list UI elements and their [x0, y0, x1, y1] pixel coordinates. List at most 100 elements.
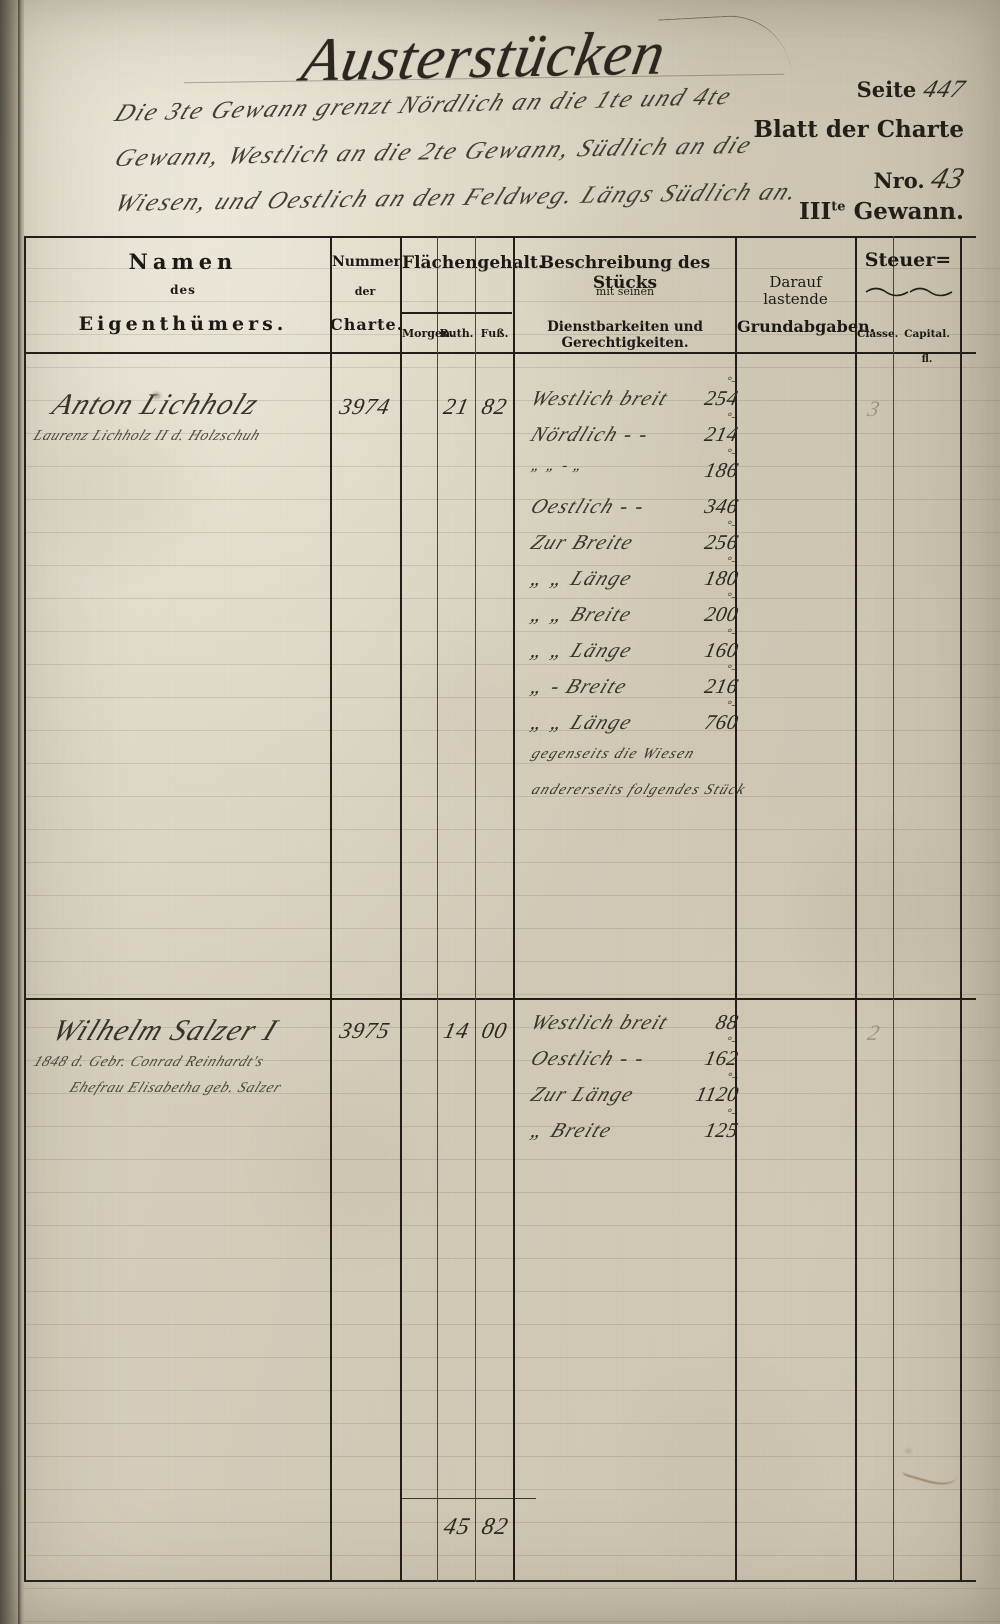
header-note-line-2: Gewann, Westlich an die 2te Gewann, Südl…: [110, 131, 758, 172]
seite-word: Seite: [856, 77, 917, 102]
description-line: „ „ Länge 760 °–: [516, 699, 744, 742]
description-text: Nördlich - -: [527, 422, 654, 446]
total-morgen: [402, 1514, 437, 1532]
row-1-ruth: 21: [441, 394, 472, 419]
steuer-wave-divider: [865, 287, 953, 297]
col-header-eigenthuemers: Eigenthümers.: [78, 313, 288, 335]
description-line: „ Breite 125 °–: [516, 1107, 744, 1150]
col-header-grundabgaben: Grundabgaben.: [737, 317, 876, 336]
description-line: „ „ - „ 186 °–: [516, 447, 744, 490]
row-1-steuer-capital: [895, 396, 959, 414]
description-value: 125 °–: [702, 1107, 741, 1142]
description-value: 760 °–: [702, 699, 741, 734]
row-2-morgen: [402, 1018, 437, 1036]
row-2-owner-name: Wilhelm Salzer I: [47, 1014, 284, 1047]
description-line: „ - Breite 216 °–: [516, 663, 744, 706]
description-value: 256 °–: [702, 519, 741, 554]
description-line: andererseits folgendes Stück: [516, 780, 749, 814]
header-bottom-border: [24, 352, 976, 354]
gewann-label: IIIte Gewann.: [799, 198, 964, 225]
description-value: 200 °–: [702, 591, 741, 626]
description-line: Zur Breite 256 °–: [516, 519, 744, 562]
seite-number: 447: [919, 76, 969, 103]
col-header-ruth: Ruth.: [439, 327, 474, 340]
description-text: „ „ - „: [528, 458, 588, 474]
col-header-beschreibung-mit: mit seinen: [595, 285, 655, 298]
description-line: Zur Länge 1120 °–: [516, 1071, 744, 1114]
col-header-steuer: Steuer=: [864, 249, 952, 271]
col-border-fuss: [513, 236, 515, 1582]
paper-spot: [905, 1448, 912, 1454]
row-1-grundabgaben: [737, 396, 854, 414]
description-text: Oestlich - -: [527, 1046, 650, 1070]
row-2-steuer-classe: 2: [865, 1020, 883, 1045]
row-divider: [24, 998, 976, 1000]
row-1-steuer-classe: 3: [865, 396, 883, 421]
degree-ring-mark: °–: [725, 699, 739, 711]
gewann-suffix: te: [831, 199, 846, 215]
col-header-darauf-lastende: Darauf lastende: [763, 273, 828, 309]
description-value: 346: [702, 494, 741, 518]
row-2-description-block: Westlich breit 88 Oestlich - -162 °– Zur Län…: [516, 1008, 740, 1188]
cadastral-table: Namen des Eigenthümers. Nummer der Chart…: [24, 236, 976, 1582]
description-text: „ - Breite: [527, 674, 632, 698]
degree-ring-mark: °–: [725, 447, 739, 459]
nro-word: Nro.: [873, 168, 925, 193]
row-2-fuss: 00: [479, 1018, 510, 1043]
row-2-owner-annotation: 1848 d. Gebr. Conrad Reinhardt's: [30, 1054, 267, 1070]
description-line: Nördlich - - 214 °–: [516, 411, 744, 454]
col-header-beschreibung: Beschreibung des Stücks: [539, 253, 711, 293]
chart-number-label: Nro. 43: [873, 162, 968, 196]
col-border-left: [24, 236, 26, 1582]
description-text: „ „ Länge: [527, 710, 637, 734]
col-border-morgen: [437, 236, 438, 1582]
gewann-roman: III: [798, 198, 832, 225]
page-masthead: Austerstücken Die 3te Gewann grenzt Nörd…: [24, 0, 1000, 236]
row-2-steuer-capital: [895, 1020, 959, 1038]
description-value: 160 °–: [702, 627, 741, 662]
col-header-namen-des: des: [170, 283, 196, 297]
degree-ring-mark: °–: [725, 627, 739, 639]
total-top-border: [400, 1498, 536, 1499]
description-line: Westlich breit 254 °–: [516, 375, 744, 418]
degree-ring-mark: °–: [725, 1107, 739, 1119]
row-2-owner-annotation-2: Ehefrau Elisabetha geb. Salzer: [66, 1080, 285, 1096]
col-border-right: [960, 236, 962, 1582]
description-value: 214 °–: [702, 411, 741, 446]
binding-gutter-shadow: [18, 0, 22, 1624]
row-1-description-block: Westlich breit 254 °– Nördlich - -214 °– „ „ …: [516, 375, 748, 814]
col-header-dienstbarkeiten: Dienstbarkeiten und Gerechtigkeiten.: [547, 319, 703, 351]
degree-ring-mark: °–: [725, 663, 739, 675]
col-border-abgaben: [855, 236, 857, 1582]
row-1-fuss: 82: [479, 394, 510, 419]
description-text: Westlich breit: [527, 386, 673, 410]
col-header-morgen: Morgen.: [402, 327, 454, 340]
table-top-border: [24, 236, 976, 238]
col-border-ruth: [475, 236, 476, 1582]
description-line: gegenseits die Wiesen: [516, 744, 744, 778]
col-border-nummer: [400, 236, 402, 1582]
col-border-namen: [330, 236, 332, 1582]
description-value: 162 °–: [702, 1035, 741, 1070]
nro-value: 43: [927, 162, 969, 195]
description-text: „ „ Länge: [527, 566, 637, 590]
sheet-label: Blatt der Charte: [753, 116, 964, 143]
total-fuss: 82: [478, 1514, 511, 1540]
table-bottom-border: [24, 1580, 976, 1582]
description-text: Zur Länge: [527, 1082, 639, 1106]
description-text: Oestlich - -: [527, 494, 650, 518]
col-header-nummer: Nummer: [332, 254, 401, 270]
degree-ring-mark: °–: [725, 1071, 739, 1083]
col-header-classe: Classe.: [857, 328, 899, 340]
description-text: Westlich breit: [527, 1010, 673, 1034]
description-line: „ „ Länge 160 °–: [516, 627, 744, 670]
description-value: 1120 °–: [693, 1071, 741, 1106]
description-text: gegenseits die Wiesen: [528, 746, 698, 762]
description-line: Westlich breit 88: [516, 1008, 744, 1042]
col-border-classe: [893, 236, 894, 1582]
row-1-owner-annotation: Laurenz Lichholz II d. Holzschuh: [30, 428, 263, 444]
flaeche-sub-divider: [402, 312, 512, 314]
col-header-capital-unit: fl.: [921, 354, 933, 365]
degree-ring-mark: °–: [725, 591, 739, 603]
col-header-nummer-der: der: [354, 285, 376, 298]
